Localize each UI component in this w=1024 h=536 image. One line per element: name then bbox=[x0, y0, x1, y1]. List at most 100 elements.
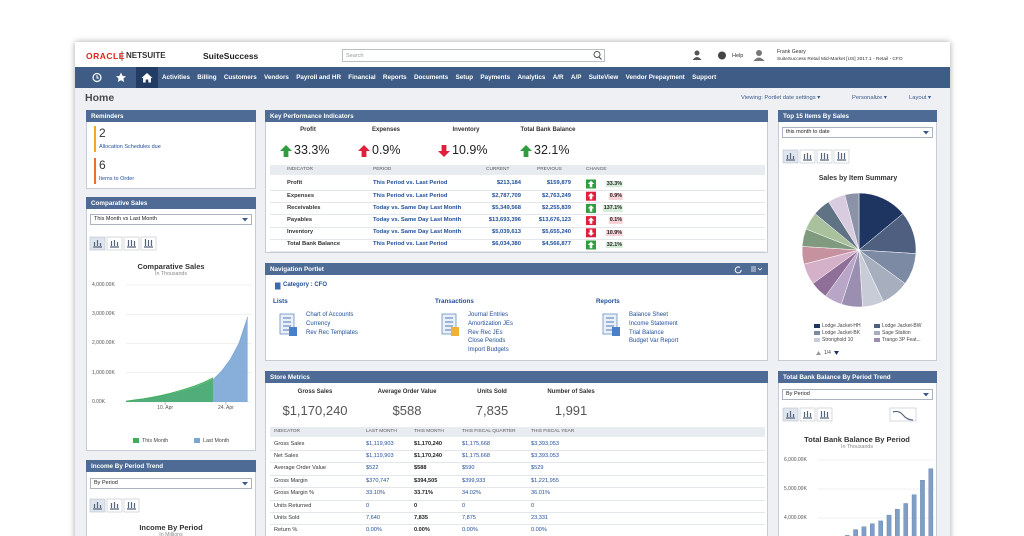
portlet-header bbox=[86, 110, 256, 122]
dropdown[interactable] bbox=[90, 478, 252, 489]
bar bbox=[870, 523, 875, 536]
nav-item[interactable]: A/P bbox=[570, 74, 582, 81]
personalize-menu[interactable]: Personalize ▾ bbox=[852, 95, 887, 102]
period[interactable]: Today vs. Same Day Last Month bbox=[373, 229, 462, 236]
current[interactable]: $213,184 bbox=[496, 180, 521, 187]
previous[interactable]: $13,676,123 bbox=[538, 217, 571, 223]
reminder-accent bbox=[94, 158, 96, 184]
nav-link[interactable]: Balance Sheet bbox=[629, 312, 669, 319]
search-box[interactable] bbox=[342, 49, 605, 62]
metric-cell[interactable]: $1,175,668 bbox=[462, 440, 490, 447]
legend-label: Sage Station bbox=[882, 329, 911, 336]
portlet-date-settings[interactable]: Viewing: Portlet date settings ▾ bbox=[741, 95, 821, 102]
metric-cell[interactable]: 0 bbox=[462, 502, 466, 509]
y-tick-label: 2,000.00K bbox=[92, 340, 115, 347]
nav-item[interactable]: Financial bbox=[348, 74, 376, 81]
table-header bbox=[270, 165, 765, 175]
layout-menu[interactable]: Layout ▾ bbox=[909, 95, 931, 102]
nav-item[interactable]: Vendor Prepayment bbox=[625, 74, 685, 81]
current[interactable]: $5,039,613 bbox=[491, 229, 521, 236]
metric-cell[interactable]: $590 bbox=[462, 465, 475, 472]
metric-cell[interactable]: $3,393,053 bbox=[531, 452, 559, 459]
nav-link[interactable]: Rev Rec JEs bbox=[468, 329, 503, 336]
nav-item[interactable]: Customers bbox=[223, 74, 257, 81]
metric-label: Average Order Value bbox=[377, 389, 437, 396]
metric-cell: 33.71% bbox=[414, 490, 433, 497]
previous[interactable]: $2,763,249 bbox=[541, 192, 571, 199]
reminder-label[interactable]: Allocation Schedules due bbox=[99, 143, 161, 150]
nav-link[interactable]: Journal Entries bbox=[468, 312, 509, 319]
previous[interactable]: $2,255,839 bbox=[541, 204, 571, 211]
current[interactable]: $2,787,709 bbox=[491, 192, 521, 199]
change: 32.1% bbox=[605, 241, 623, 249]
previous[interactable]: $5,655,240 bbox=[541, 229, 571, 236]
metric-cell[interactable]: 7,640 bbox=[366, 514, 380, 521]
current[interactable]: $6,034,380 bbox=[491, 241, 521, 248]
metric-cell[interactable]: 36.01% bbox=[531, 490, 550, 497]
nav-link[interactable]: Budget Var Report bbox=[629, 338, 679, 345]
metric-cell[interactable]: $1,221,955 bbox=[531, 477, 559, 484]
metric-cell[interactable]: 0 bbox=[531, 502, 535, 509]
metric-cell[interactable]: 7,875 bbox=[462, 514, 476, 521]
chart-type-icon bbox=[820, 411, 829, 419]
period[interactable]: Today vs. Same Day Last Month bbox=[373, 217, 462, 223]
metric-cell[interactable]: 33.10% bbox=[366, 490, 385, 497]
nav-link[interactable]: Close Periods bbox=[468, 338, 506, 345]
x-tick-label: 10. Apr bbox=[157, 404, 174, 411]
metric-cell[interactable]: 0 bbox=[366, 502, 370, 509]
dropdown[interactable] bbox=[782, 127, 933, 138]
chart-subtitle: In Thousands bbox=[840, 444, 874, 451]
nav-item[interactable]: Setup bbox=[455, 74, 474, 81]
nav-item[interactable]: Reports bbox=[382, 74, 407, 81]
metric-cell[interactable]: 23,331 bbox=[531, 514, 549, 521]
reminder-label[interactable]: Items to Order bbox=[99, 175, 135, 182]
nav-item[interactable]: Payroll and HR bbox=[296, 74, 341, 81]
metric-cell[interactable]: $370,747 bbox=[366, 477, 390, 484]
nav-bar bbox=[75, 67, 950, 88]
nav-link[interactable]: Currency bbox=[306, 321, 331, 327]
metric-cell[interactable]: $529 bbox=[531, 465, 544, 472]
previous[interactable]: $4,566,877 bbox=[541, 241, 571, 248]
metric-cell[interactable]: 0.00% bbox=[366, 527, 382, 534]
period[interactable]: This Period vs. Last Period bbox=[373, 192, 448, 199]
metric-cell[interactable]: $1,175,668 bbox=[462, 452, 490, 459]
nav-item[interactable]: SuiteView bbox=[588, 74, 619, 81]
nav-item[interactable]: Vendors bbox=[264, 74, 289, 81]
chart-title: Total Bank Balance By Period bbox=[804, 435, 910, 445]
nav-item[interactable]: Analytics bbox=[517, 74, 546, 81]
nav-item[interactable]: Billing bbox=[197, 74, 217, 81]
metric-cell[interactable]: 0.00% bbox=[531, 527, 547, 534]
nav-link[interactable]: Trial Balance bbox=[629, 329, 664, 336]
metric-cell[interactable]: $1,119,903 bbox=[366, 452, 394, 459]
portlet bbox=[265, 371, 768, 536]
row-divider bbox=[270, 512, 765, 513]
nav-item[interactable]: Documents bbox=[413, 74, 449, 81]
period[interactable]: This Period vs. Last Period bbox=[373, 180, 448, 187]
previous[interactable]: $159,879 bbox=[546, 180, 571, 187]
metric-value: 7,835 bbox=[475, 402, 509, 418]
portlet-header bbox=[265, 371, 768, 383]
help-link[interactable]: Help bbox=[732, 52, 744, 59]
nav-link[interactable]: Import Budgets bbox=[468, 347, 509, 354]
current[interactable]: $5,349,568 bbox=[491, 204, 521, 211]
metric-cell[interactable]: 34.02% bbox=[462, 490, 481, 497]
nav-item[interactable]: Payments bbox=[480, 74, 511, 81]
dropdown[interactable] bbox=[782, 389, 933, 400]
period[interactable]: This Period vs. Last Period bbox=[373, 241, 448, 248]
period[interactable]: Today vs. Same Day Last Month bbox=[373, 204, 462, 211]
nav-item[interactable]: Activities bbox=[162, 74, 190, 81]
nav-item[interactable]: A/R bbox=[552, 74, 564, 81]
metric-cell[interactable]: $1,119,903 bbox=[366, 440, 394, 447]
legend-prev bbox=[816, 351, 821, 355]
metric-cell[interactable]: $522 bbox=[366, 465, 379, 472]
metric-cell[interactable]: $399,933 bbox=[462, 477, 486, 484]
current[interactable]: $13,693,396 bbox=[488, 217, 521, 223]
nav-link[interactable]: Chart of Accounts bbox=[306, 312, 354, 319]
nav-item[interactable]: Support bbox=[692, 74, 717, 81]
nav-link[interactable]: Rev Rec Templates bbox=[306, 329, 358, 336]
metric-cell[interactable]: $3,393,053 bbox=[531, 440, 559, 447]
nav-link[interactable]: Amortization JEs bbox=[468, 321, 514, 327]
dropdown[interactable] bbox=[90, 214, 252, 225]
nav-link[interactable]: Income Statement bbox=[629, 321, 678, 327]
metric-cell[interactable]: 0.00% bbox=[462, 527, 478, 534]
